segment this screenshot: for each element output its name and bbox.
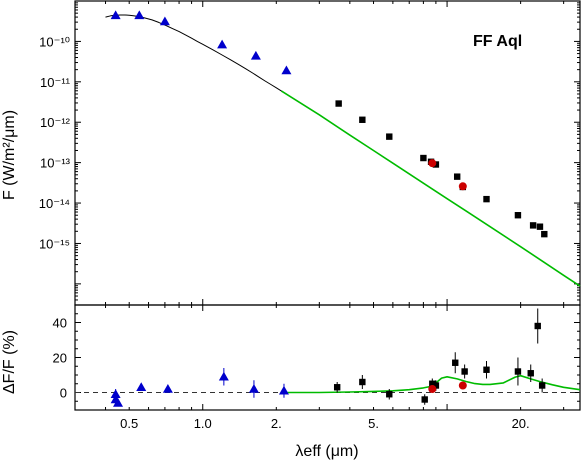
infrared-photometry-marker xyxy=(541,230,548,238)
sed-y-tick-label: 10⁻¹⁰ xyxy=(39,34,70,49)
optical-photometry-marker xyxy=(250,50,261,60)
star-name-label: FF Aql xyxy=(473,33,522,50)
sed-y-tick-label: 10⁻¹³ xyxy=(40,156,71,171)
optical-photometry-marker xyxy=(134,10,145,20)
residual-axis-ticks: 0.5 1.0 2. 5. 20. 0 20 40 xyxy=(53,304,580,431)
sed-axis-ticks: 10⁻¹⁰ 10⁻¹¹ 10⁻¹² 10⁻¹³ 10⁻¹⁴ 10⁻¹⁵ xyxy=(39,0,580,306)
model-fit-line xyxy=(281,90,581,287)
residual-infrared-marker xyxy=(386,391,393,398)
sed-y-tick-label: 10⁻¹² xyxy=(40,115,71,130)
x-tick-label: 1.0 xyxy=(194,416,212,431)
sed-y-tick-label: 10⁻¹¹ xyxy=(40,75,71,90)
residual-optical-marker xyxy=(162,384,173,393)
residual-y-tick-label: 40 xyxy=(53,316,67,331)
residual-series xyxy=(75,308,581,407)
infrared-photometry-marker xyxy=(529,222,537,229)
residual-spectroscopic-marker xyxy=(458,381,467,390)
residual-infrared-marker xyxy=(432,382,440,389)
sed-plot: FF Aql 10⁻¹⁰ 10⁻¹¹ 10⁻¹² 10⁻¹³ 10⁻¹⁴ 10⁻¹⁵ F … xyxy=(1,0,581,306)
residual-optical-marker xyxy=(113,398,124,407)
residual-optical-marker xyxy=(136,382,147,391)
infrared-photometry-marker xyxy=(386,133,393,140)
residual-optical-marker xyxy=(248,384,259,393)
infrared-photometry-marker xyxy=(536,223,544,230)
residual-plot-frame xyxy=(74,304,581,411)
x-tick-label: 0.5 xyxy=(120,416,138,431)
residual-infrared-marker xyxy=(527,370,534,377)
x-tick-label: 20. xyxy=(512,416,530,431)
optical-photometry-marker xyxy=(159,16,170,26)
residual-infrared-marker xyxy=(461,368,468,375)
x-tick-label: 2. xyxy=(271,416,282,431)
infrared-photometry-marker xyxy=(335,100,342,107)
optical-photometry-marker xyxy=(110,10,121,20)
infrared-photometry-marker xyxy=(359,116,366,123)
optical-photometry-marker xyxy=(217,39,228,49)
residual-y-tick-label: 0 xyxy=(60,386,67,401)
x-tick-label: 5. xyxy=(368,416,379,431)
residual-infrared-marker xyxy=(452,359,459,366)
residual-infrared-marker xyxy=(534,322,541,330)
residual-y-tick-label: 20 xyxy=(53,351,67,366)
infrared-photometry-marker xyxy=(420,154,427,162)
residual-infrared-marker xyxy=(421,396,428,403)
optical-photometry-marker xyxy=(281,65,292,75)
residual-optical-marker xyxy=(278,385,289,395)
residual-y-axis-label: ΔF/F (%) xyxy=(1,330,18,394)
spectroscopic-point-marker xyxy=(458,182,467,191)
infrared-photometry-marker xyxy=(483,195,490,203)
residual-optical-marker xyxy=(218,371,229,381)
infrared-photometry-marker xyxy=(453,173,461,180)
sed-y-tick-label: 10⁻¹⁴ xyxy=(39,196,70,211)
sed-series xyxy=(105,10,581,287)
residual-plot: 0.5 1.0 2. 5. 20. 0 20 40 ΔF/F (%) xyxy=(1,304,581,431)
residual-infrared-marker xyxy=(429,380,436,387)
sed-y-axis-label: F (W/m²/μm) xyxy=(1,110,18,200)
stellar-spectrum-line xyxy=(105,14,287,95)
residual-optical-marker xyxy=(110,389,121,398)
x-axis-label: λeff (μm) xyxy=(295,443,358,460)
residual-infrared-marker xyxy=(538,382,546,389)
residual-infrared-marker xyxy=(359,378,366,386)
residual-infrared-marker xyxy=(514,368,522,375)
residual-spectroscopic-marker xyxy=(428,385,437,393)
residual-infrared-marker xyxy=(483,366,490,373)
infrared-photometry-marker xyxy=(514,212,522,219)
sed-y-tick-label: 10⁻¹⁵ xyxy=(39,236,70,251)
spectroscopic-point-marker xyxy=(428,159,437,168)
residual-infrared-marker xyxy=(333,384,341,391)
